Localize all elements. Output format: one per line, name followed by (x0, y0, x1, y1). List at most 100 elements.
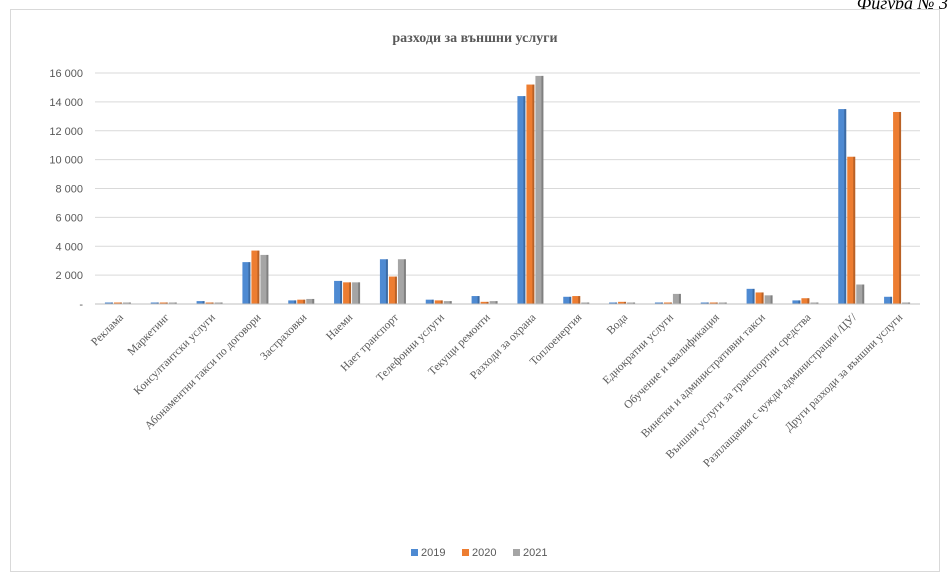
bar-shade (294, 300, 297, 304)
bar-shade (128, 302, 131, 304)
bar-2019 (379, 259, 388, 304)
bar-2021 (443, 301, 452, 304)
bar-shade (660, 302, 663, 304)
bar-shade (770, 295, 773, 304)
bar-2021 (764, 295, 773, 304)
bar-shade (908, 302, 911, 304)
bar-shade (541, 75, 544, 304)
bar-shade (615, 302, 618, 304)
x-tick-label: Маркетинг (126, 311, 173, 358)
bar-shade (633, 302, 636, 304)
bar-2020 (343, 282, 352, 304)
bar-shade (844, 109, 847, 304)
bar-shade (523, 96, 526, 304)
bar-2021 (306, 298, 315, 304)
bar-shade (349, 282, 352, 304)
bar-2019 (700, 302, 709, 304)
bar-2021 (581, 302, 590, 304)
bar-2021 (122, 302, 131, 304)
legend-label-2021: 2021 (523, 547, 547, 559)
bar-2019 (334, 280, 343, 304)
bar-2020 (159, 302, 168, 304)
bar-shade (119, 302, 122, 304)
x-tick-label: Консултантски услуги (132, 312, 218, 398)
chart-frame (10, 9, 940, 572)
bar-shade (248, 262, 251, 304)
bar-shade (862, 284, 865, 304)
bar-2020 (388, 276, 397, 304)
bar-shade (899, 111, 902, 304)
bar-2019 (150, 302, 159, 304)
bar-2019 (884, 296, 893, 304)
bar-2020 (663, 302, 672, 304)
bars (104, 75, 911, 304)
bar-2020 (113, 302, 122, 304)
bar-2020 (297, 299, 306, 304)
bar-2021 (902, 302, 911, 304)
bar-shade (624, 301, 627, 304)
y-tick-label: 8 000 (55, 184, 83, 196)
legend-swatch-2020 (462, 549, 469, 556)
bar-shade (853, 156, 856, 304)
legend: 2019 2020 2021 (411, 547, 547, 559)
bar-2021 (672, 293, 681, 304)
bar-shade (477, 296, 480, 304)
bar-shade (715, 302, 718, 304)
bar-shade (394, 276, 397, 304)
bar-2019 (563, 296, 572, 304)
bar-2021 (352, 282, 361, 304)
bar-2021 (718, 302, 727, 304)
bar-shade (678, 293, 681, 304)
bar-shade (174, 302, 177, 304)
bar-2019 (517, 96, 526, 304)
bar-2020 (480, 301, 489, 304)
x-tick-label: Обучение и квалификация (622, 311, 722, 411)
bar-shade (569, 296, 572, 304)
bar-2019 (196, 301, 205, 304)
x-tick-label: Вода (605, 312, 630, 337)
bar-shade (340, 280, 343, 304)
bar-shade (403, 259, 406, 304)
bar-shade (752, 288, 755, 304)
bar-shade (890, 296, 893, 304)
bar-2020 (801, 298, 810, 304)
bar-2021 (397, 259, 406, 304)
bar-2020 (618, 301, 627, 304)
bar-2021 (627, 302, 636, 304)
bar-shade (669, 302, 672, 304)
bar-shade (431, 299, 434, 304)
bar-2020 (205, 302, 214, 304)
bar-2019 (792, 300, 801, 304)
bar-2020 (526, 84, 535, 304)
bar-2019 (288, 300, 297, 304)
bar-shade (761, 292, 764, 304)
bar-2019 (746, 288, 755, 304)
y-tick-label: 4 000 (55, 241, 83, 253)
bar-shade (220, 302, 223, 304)
bar-2020 (572, 296, 581, 304)
bar-2020 (434, 300, 443, 304)
y-axis: - 2 000 4 000 6 000 8 000 10 000 12 000 14 000 1… (49, 68, 83, 311)
bar-2019 (838, 109, 847, 304)
bar-2020 (709, 302, 718, 304)
legend-swatch-2021 (513, 549, 520, 556)
y-tick-label: 14 000 (49, 97, 83, 109)
bar-2019 (242, 262, 251, 304)
bar-2021 (214, 302, 223, 304)
bar-2020 (755, 292, 764, 304)
bar-shade (449, 301, 452, 304)
bar-shade (532, 84, 535, 304)
bar-shade (202, 301, 205, 304)
bar-shade (257, 250, 260, 304)
bar-2019 (104, 302, 113, 304)
y-tick-label: 2 000 (55, 270, 83, 282)
bar-shade (303, 299, 306, 304)
bar-shade (816, 302, 819, 304)
y-tick-label: 16 000 (49, 68, 83, 80)
bar-shade (495, 301, 498, 304)
bar-shade (440, 300, 443, 304)
bar-shade (587, 302, 590, 304)
x-tick-label: Наеми (324, 312, 355, 343)
y-tick-label: 12 000 (49, 126, 83, 138)
